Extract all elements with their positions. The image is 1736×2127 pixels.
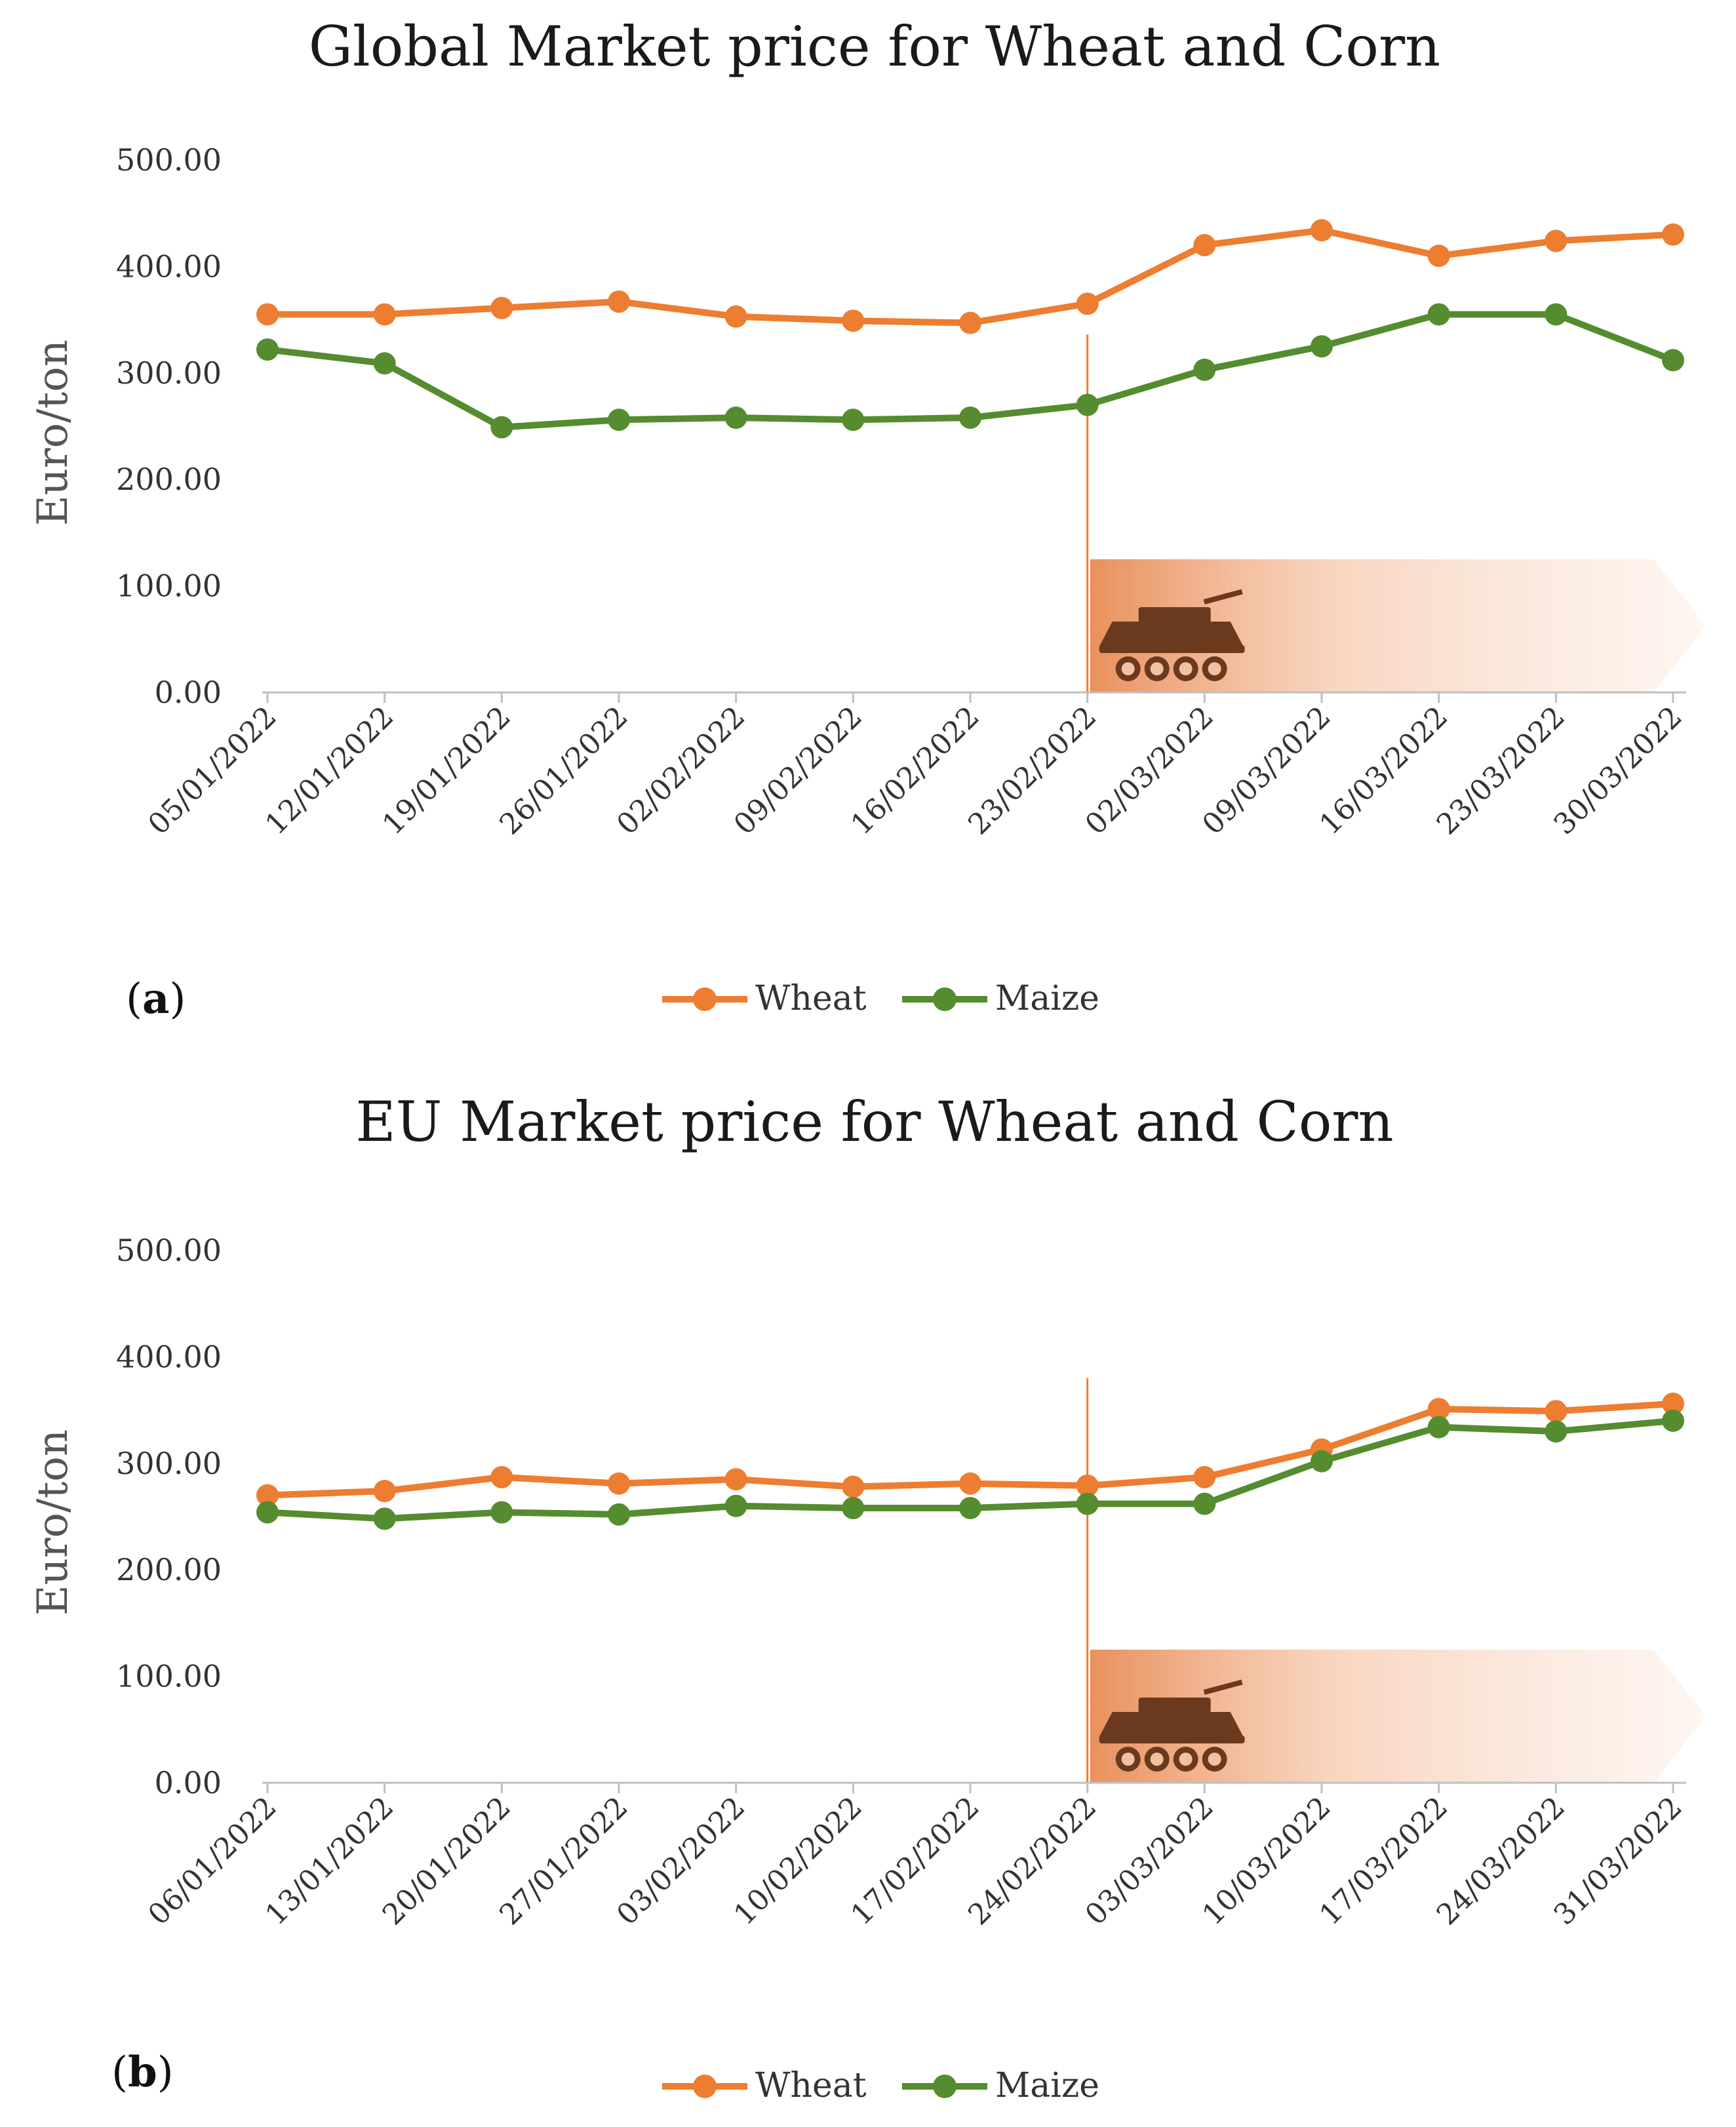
data-point-wheat — [1662, 223, 1684, 246]
legend-maize-marker — [933, 2075, 957, 2098]
data-point-wheat — [1545, 1400, 1568, 1423]
y-tick-label: 200.00 — [116, 462, 222, 497]
chart-a-svg: Global Market price for Wheat and Corn E… — [29, 14, 1706, 1024]
data-point-wheat — [1193, 1465, 1216, 1488]
panel-label: (a) — [126, 974, 186, 1024]
data-point-wheat — [1662, 1392, 1684, 1415]
y-tick-label: 100.00 — [116, 568, 222, 604]
data-point-wheat — [373, 1480, 396, 1503]
y-tick-label: 0.00 — [155, 1765, 222, 1800]
legend-wheat-marker — [693, 2075, 717, 2098]
plot-area: 0.00100.00200.00300.00400.00500.0005/01/… — [116, 142, 1706, 841]
data-point-maize — [256, 1501, 279, 1524]
chart-b-svg: EU Market price for Wheat and Corn Euro/… — [29, 1090, 1706, 2105]
data-point-wheat — [1427, 1397, 1450, 1420]
data-point-wheat — [1545, 229, 1568, 252]
data-point-maize — [373, 1507, 396, 1530]
event-band — [1090, 559, 1706, 692]
y-tick-label: 400.00 — [116, 248, 222, 284]
data-point-maize — [1193, 358, 1216, 381]
data-point-wheat — [724, 1468, 747, 1491]
y-tick-label: 0.00 — [155, 675, 222, 710]
data-point-wheat — [490, 1465, 513, 1488]
data-point-maize — [1427, 1416, 1450, 1439]
data-point-wheat — [959, 311, 981, 334]
legend-maize-label: Maize — [995, 2066, 1099, 2105]
data-point-maize — [490, 416, 513, 439]
data-point-wheat — [724, 305, 747, 328]
data-point-wheat — [842, 1475, 865, 1498]
data-point-maize — [1076, 1492, 1099, 1515]
data-point-maize — [724, 407, 747, 429]
data-point-maize — [1311, 335, 1333, 358]
data-point-maize — [724, 1494, 747, 1517]
data-point-wheat — [608, 290, 630, 313]
y-axis-label: Euro/ton — [29, 340, 77, 526]
legend-maize-marker — [933, 987, 957, 1011]
legend: Wheat Maize — [662, 2066, 1099, 2105]
legend: Wheat Maize — [662, 979, 1099, 1018]
y-tick-label: 500.00 — [116, 142, 222, 178]
tank-icon — [1099, 1679, 1245, 1772]
data-point-wheat — [373, 303, 396, 326]
plot-area: 0.00100.00200.00300.00400.00500.0006/01/… — [116, 1233, 1706, 1932]
y-tick-label: 300.00 — [116, 355, 222, 391]
data-point-maize — [608, 408, 630, 431]
data-point-wheat — [490, 296, 513, 319]
data-point-maize — [608, 1503, 630, 1526]
data-point-maize — [1545, 1420, 1568, 1443]
y-tick-label: 500.00 — [116, 1233, 222, 1268]
series-line-wheat — [264, 227, 1676, 327]
data-point-maize — [1311, 1450, 1333, 1473]
data-point-wheat — [959, 1472, 981, 1495]
data-point-maize — [842, 1497, 865, 1520]
data-point-maize — [1076, 393, 1099, 416]
data-point-wheat — [1076, 1474, 1099, 1497]
y-axis-label: Euro/ton — [29, 1429, 77, 1616]
data-point-maize — [490, 1501, 513, 1524]
legend-wheat-marker — [693, 987, 717, 1011]
data-point-maize — [373, 352, 396, 375]
data-point-wheat — [1311, 219, 1333, 242]
y-tick-label: 300.00 — [116, 1446, 222, 1481]
data-point-maize — [959, 407, 981, 429]
legend-wheat-label: Wheat — [755, 2066, 867, 2105]
data-point-maize — [1193, 1492, 1216, 1515]
data-point-wheat — [1427, 245, 1450, 268]
data-point-maize — [959, 1497, 981, 1520]
legend-maize-label: Maize — [995, 979, 1099, 1018]
y-tick-label: 200.00 — [116, 1552, 222, 1587]
data-point-maize — [1662, 349, 1684, 372]
y-tick-label: 100.00 — [116, 1659, 222, 1694]
data-point-maize — [1427, 303, 1450, 326]
y-tick-label: 400.00 — [116, 1339, 222, 1374]
chart-title: Global Market price for Wheat and Corn — [309, 14, 1440, 79]
event-band — [1090, 1650, 1706, 1783]
data-point-wheat — [608, 1472, 630, 1495]
data-point-wheat — [256, 1484, 279, 1507]
panel-label: (b) — [111, 2048, 174, 2097]
chart-panel-b: EU Market price for Wheat and Corn Euro/… — [0, 1064, 1736, 2127]
legend-wheat-label: Wheat — [755, 979, 867, 1018]
data-point-maize — [256, 338, 279, 361]
data-point-maize — [842, 408, 865, 431]
data-point-maize — [1545, 303, 1568, 326]
chart-panel-a: Global Market price for Wheat and Corn E… — [29, 14, 1706, 1024]
chart-title: EU Market price for Wheat and Corn — [355, 1090, 1393, 1154]
data-point-wheat — [256, 303, 279, 326]
data-point-maize — [1662, 1409, 1684, 1432]
data-point-wheat — [1193, 233, 1216, 256]
data-point-wheat — [1076, 292, 1099, 315]
tank-icon — [1099, 589, 1245, 681]
data-point-wheat — [842, 309, 865, 332]
